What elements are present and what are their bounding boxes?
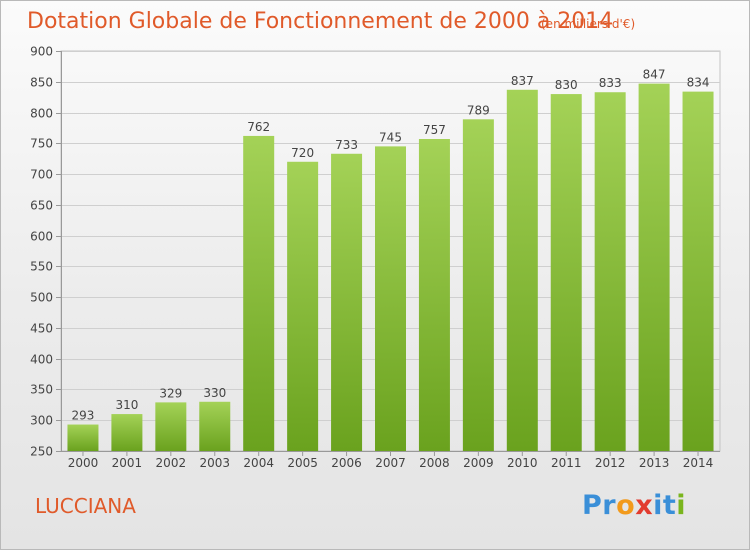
bar xyxy=(375,146,406,451)
proxiti-logo: Proxiti xyxy=(582,490,686,521)
bar xyxy=(594,92,626,451)
bar xyxy=(199,401,231,451)
bar-value-label: 329 xyxy=(159,386,182,400)
bar xyxy=(155,402,187,451)
x-tick-label: 2003 xyxy=(199,456,230,470)
y-tick-label: 600 xyxy=(30,230,53,244)
x-tick-label: 2004 xyxy=(243,456,274,470)
x-tick-label: 2012 xyxy=(595,456,626,470)
bar-value-label: 833 xyxy=(599,76,622,90)
y-tick-label: 450 xyxy=(30,322,53,336)
bar-value-label: 830 xyxy=(555,78,578,92)
logo-letter: i xyxy=(676,490,687,521)
bar xyxy=(418,139,450,451)
y-tick-label: 400 xyxy=(30,353,53,367)
bars xyxy=(67,83,714,452)
logo-letter: x xyxy=(635,490,654,521)
bar xyxy=(682,91,714,451)
city-name: LUCCIANA xyxy=(35,494,136,518)
bar-value-label: 310 xyxy=(115,398,138,412)
bar-value-label: 720 xyxy=(291,146,314,160)
bar-value-label: 733 xyxy=(335,138,358,152)
y-tick-label: 250 xyxy=(30,445,53,459)
y-axis: 250 300 350 400 450 500 550 600 650 700 750 800 850 9… xyxy=(30,45,62,459)
x-tick-label: 2000 xyxy=(68,456,99,470)
y-tick-label: 300 xyxy=(30,414,53,428)
bar xyxy=(638,83,670,451)
bar-value-label: 834 xyxy=(687,76,710,90)
x-tick-label: 2005 xyxy=(287,456,318,470)
logo-letter: o xyxy=(616,490,636,521)
y-tick-label: 850 xyxy=(30,76,53,90)
bar-value-label: 293 xyxy=(72,409,95,423)
bar-value-label: 330 xyxy=(203,386,226,400)
x-axis: 2000 2001 2002 2003 2004 2005 2006 2007 2008 2009… xyxy=(61,451,720,470)
chart-title: Dotation Globale de Fonctionnement de 20… xyxy=(27,9,614,34)
x-tick-label: 2010 xyxy=(507,456,538,470)
data-labels: 293 310 329 330 762 720 733 745 757 789 837 830 833 8… xyxy=(72,68,710,423)
x-tick-label: 2002 xyxy=(156,456,187,470)
y-tick-label: 350 xyxy=(30,383,53,397)
chart-subtitle: (en milliers d'€) xyxy=(541,17,636,31)
bar xyxy=(331,153,363,451)
bar xyxy=(111,414,143,451)
bar-value-label: 847 xyxy=(643,68,666,82)
bar xyxy=(462,119,494,452)
x-tick-label: 2007 xyxy=(375,456,406,470)
x-tick-label: 2001 xyxy=(112,456,143,470)
y-tick-label: 900 xyxy=(30,45,53,59)
y-tick-label: 800 xyxy=(30,107,53,121)
bar-value-label: 837 xyxy=(511,74,534,88)
x-tick-label: 2013 xyxy=(639,456,670,470)
x-tick-label: 2009 xyxy=(463,456,494,470)
y-tick-label: 650 xyxy=(30,199,53,213)
x-tick-label: 2011 xyxy=(551,456,582,470)
bar-value-label: 757 xyxy=(423,123,446,137)
y-tick-label: 500 xyxy=(30,291,53,305)
x-tick-label: 2014 xyxy=(683,456,714,470)
bar xyxy=(550,94,582,452)
bar-value-label: 762 xyxy=(247,120,270,134)
y-tick-label: 750 xyxy=(30,137,53,151)
bar xyxy=(287,161,319,451)
logo-letter: t xyxy=(662,490,677,521)
logo-letter: P xyxy=(582,490,603,521)
bar-value-label: 745 xyxy=(379,130,402,144)
logo-letter: i xyxy=(653,490,663,521)
bar-value-label: 789 xyxy=(467,103,490,117)
bar xyxy=(506,89,538,452)
x-tick-label: 2006 xyxy=(331,456,362,470)
logo-letter: r xyxy=(602,490,617,521)
bar xyxy=(67,424,99,451)
x-tick-label: 2008 xyxy=(419,456,450,470)
y-tick-label: 700 xyxy=(30,168,53,182)
bar xyxy=(243,135,275,451)
y-tick-label: 550 xyxy=(30,260,53,274)
